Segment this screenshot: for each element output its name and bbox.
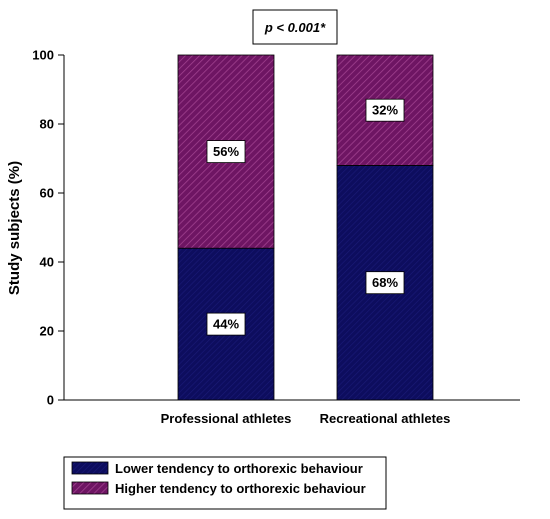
y-ticks: 0 20 40 60 80 100 — [32, 48, 64, 408]
y-tick-label: 0 — [47, 393, 54, 408]
legend-swatch — [71, 481, 109, 495]
category-labels: Professional athletes Recreational athlet… — [161, 411, 451, 426]
data-label-box — [365, 98, 405, 122]
y-tick-label: 40 — [40, 255, 54, 270]
data-label-box — [365, 271, 405, 295]
p-value-annotation: p < 0.001* — [252, 9, 338, 45]
data-label-box — [206, 140, 246, 164]
y-axis-label: Study subjects (%) — [6, 161, 23, 295]
data-label-box — [206, 312, 246, 336]
legend-label: Higher tendency to orthorexic behaviour — [115, 481, 366, 496]
y-tick-label: 80 — [40, 117, 54, 132]
y-tick-label: 100 — [32, 48, 54, 63]
data-label: 56% — [213, 144, 239, 159]
legend-swatch — [71, 461, 109, 475]
legend: Lower tendency to orthorexic behaviour Hi… — [63, 456, 387, 510]
x-category-label: Recreational athletes — [320, 411, 451, 426]
data-label: 32% — [372, 103, 398, 118]
legend-label: Lower tendency to orthorexic behaviour — [115, 461, 363, 476]
bar-labels: 44% 56% 68% 32% — [206, 98, 405, 336]
y-tick-label: 20 — [40, 324, 54, 339]
y-tick-label: 60 — [40, 186, 54, 201]
p-value-text: p < 0.001* — [264, 20, 326, 35]
data-label: 68% — [372, 275, 398, 290]
x-category-label: Professional athletes — [161, 411, 292, 426]
data-label: 44% — [213, 317, 239, 332]
